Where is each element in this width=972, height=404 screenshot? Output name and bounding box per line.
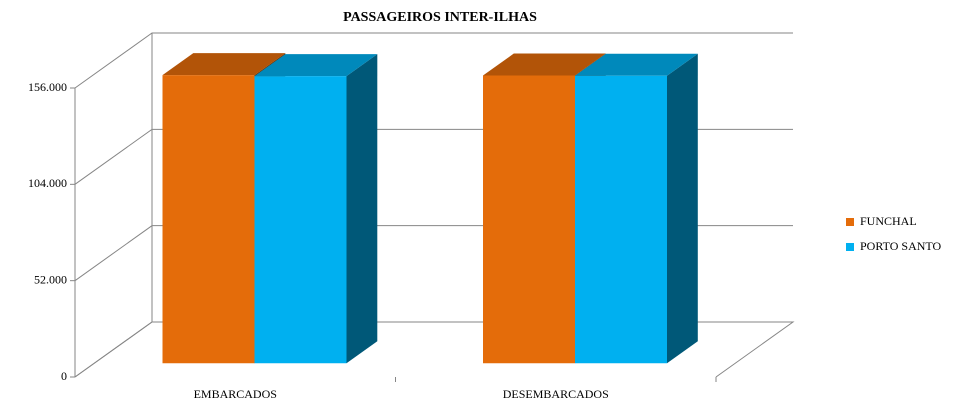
bar-side [667, 53, 698, 364]
legend-swatch [846, 218, 854, 226]
y-tick-label: 156.000 [28, 80, 67, 94]
legend-label: PORTO SANTO [860, 239, 942, 253]
bar [254, 76, 347, 364]
bar-side [346, 54, 378, 364]
bar-top [575, 53, 698, 76]
bar [483, 75, 575, 364]
chart-title: PASSAGEIROS INTER-ILHAS [343, 10, 537, 25]
bar-top [483, 53, 606, 76]
bar-top [254, 54, 378, 77]
y-tick-label: 52.000 [34, 272, 67, 286]
bar [575, 75, 667, 364]
x-tick-label: EMBARCADOS [194, 387, 277, 401]
y-tick-label: 0 [61, 369, 67, 383]
legend-swatch [846, 243, 854, 251]
bar-top [162, 53, 286, 76]
grid-line [74, 32, 793, 89]
y-tick-label: 104.000 [28, 176, 67, 190]
x-tick-label: DESEMBARCADOS [503, 387, 609, 401]
bar [162, 75, 255, 364]
legend-label: FUNCHAL [860, 214, 917, 228]
